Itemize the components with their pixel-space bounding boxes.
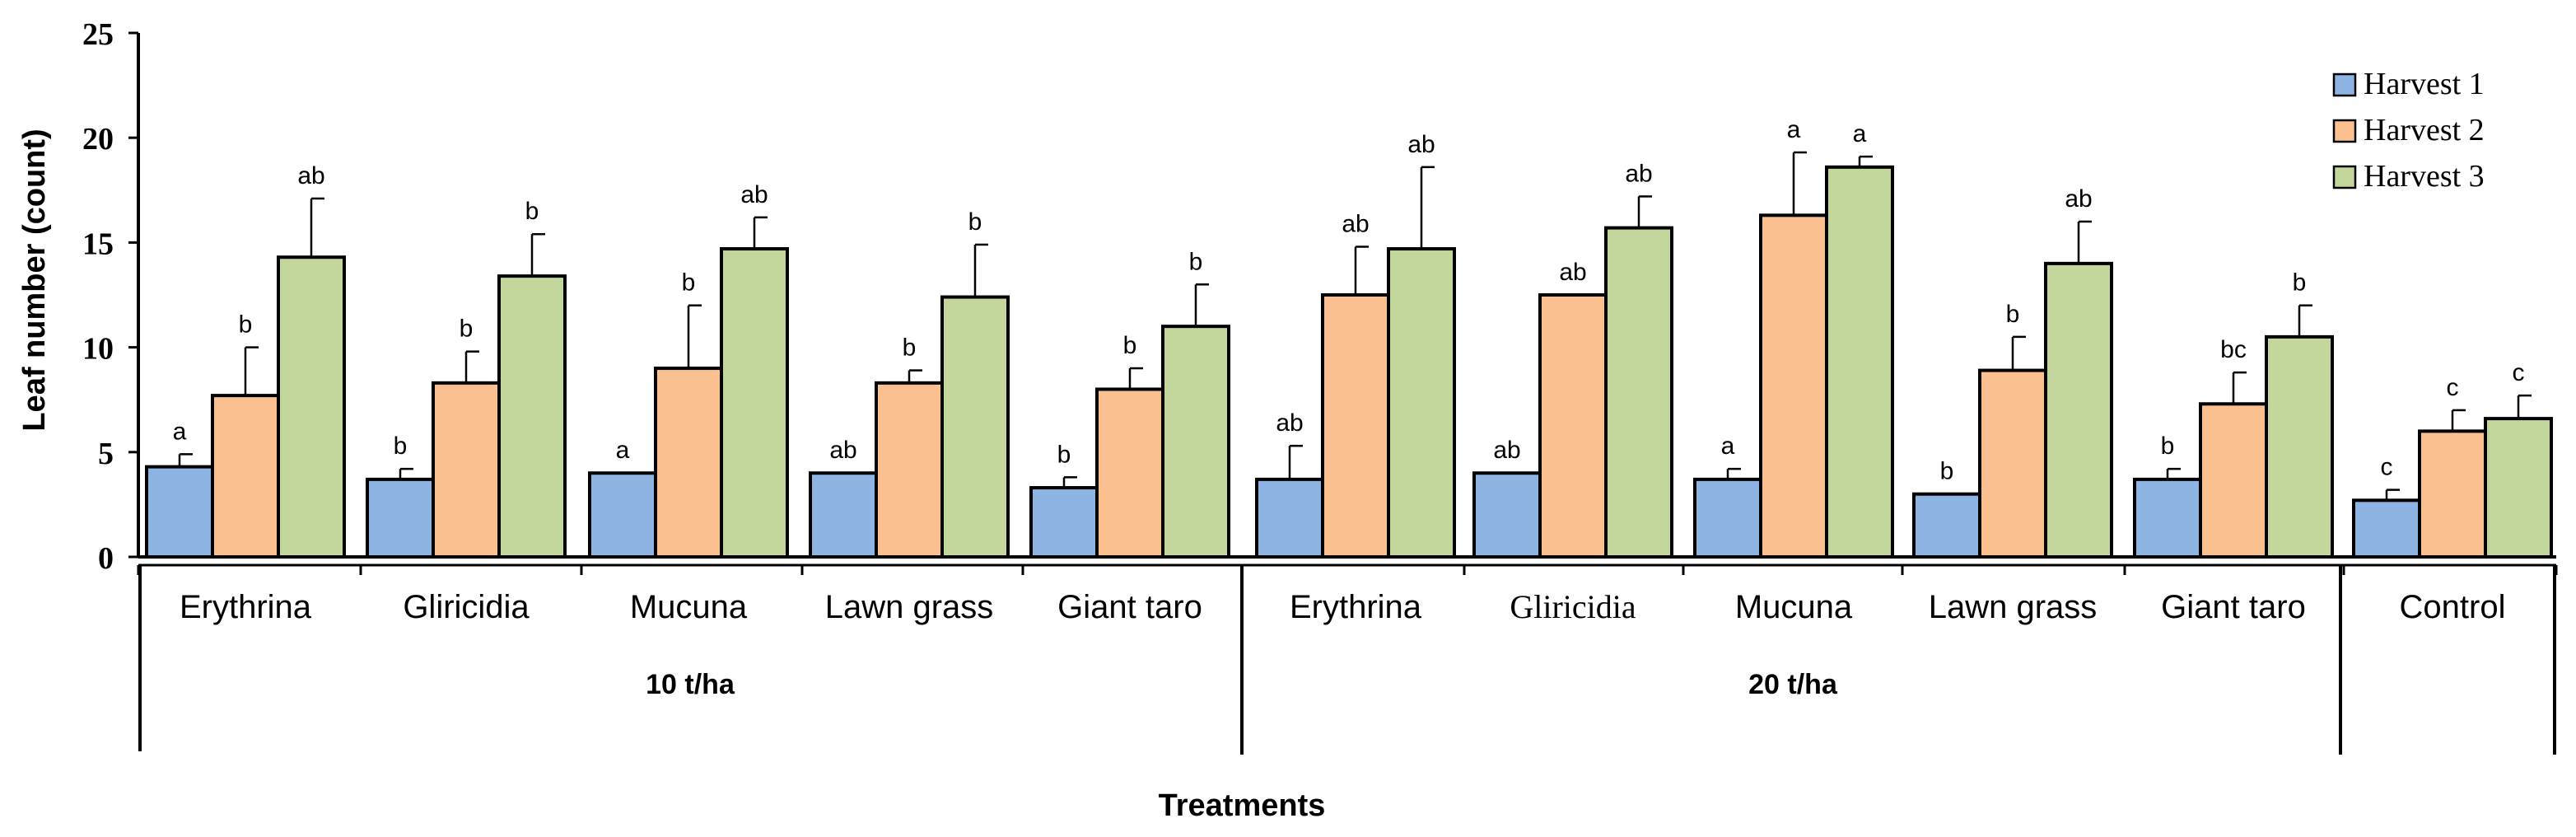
- legend-label: Harvest 1: [2364, 67, 2485, 101]
- bar-harvest-2-cat-6: [1538, 293, 1608, 559]
- bar-harvest-2-cat-5: [1321, 293, 1390, 559]
- bar-harvest-3-cat-8: [2044, 261, 2113, 559]
- significance-letter: ab: [1493, 437, 1520, 464]
- significance-letter: b: [903, 334, 917, 362]
- category-label: Gliricidia: [403, 589, 530, 625]
- bar-harvest-2-cat-9: [2199, 402, 2268, 559]
- bar-harvest-3-cat-6: [1604, 226, 1673, 559]
- group-label: 10 t/ha: [646, 669, 735, 700]
- significance-letter: b: [2161, 433, 2175, 460]
- significance-letter: b: [1123, 332, 1137, 359]
- legend-label: Harvest 3: [2364, 159, 2485, 194]
- bar-harvest-3-cat-4: [1161, 325, 1230, 559]
- legend: Harvest 1 Harvest 2 Harvest 3: [2332, 67, 2485, 194]
- bar-harvest-3-cat-3: [940, 295, 1010, 559]
- y-tick-label: 20: [82, 122, 114, 157]
- significance-letter: b: [2293, 269, 2307, 297]
- error-bars-layer: [178, 151, 2532, 501]
- y-tick-label: 5: [98, 437, 114, 471]
- category-label: Lawn grass: [825, 589, 994, 625]
- significance-letter: a: [616, 437, 630, 464]
- category-label: Giant taro: [1057, 589, 1202, 625]
- significance-letter: a: [1853, 120, 1867, 147]
- category-label: Gliricidia: [1510, 588, 1636, 625]
- bar-harvest-2-cat-2: [654, 367, 723, 559]
- bar-harvest-2-cat-1: [432, 381, 501, 559]
- bars-layer: [145, 165, 2553, 559]
- significance-letter: bc: [2220, 336, 2247, 363]
- significance-letter: b: [968, 208, 982, 236]
- bar-harvest-1-cat-4: [1029, 486, 1099, 559]
- bar-harvest-1-cat-10: [2352, 498, 2421, 559]
- significance-letter: ab: [829, 437, 856, 464]
- significance-letter: ab: [740, 181, 768, 208]
- group-label: 20 t/ha: [1748, 669, 1838, 700]
- bar-harvest-1-cat-3: [809, 471, 878, 559]
- significance-letter: b: [525, 198, 539, 225]
- bar-harvest-2-cat-7: [1759, 213, 1828, 559]
- category-label: Mucuna: [630, 589, 748, 625]
- significance-letter: b: [2006, 301, 2020, 328]
- y-tick-label: 0: [98, 541, 114, 576]
- significance-letter: c: [2513, 359, 2525, 386]
- bar-harvest-2-cat-3: [875, 381, 944, 559]
- legend-swatch: [2332, 119, 2357, 143]
- category-label: Control: [2400, 589, 2506, 625]
- significance-letter: c: [2447, 374, 2459, 401]
- significance-letter: b: [1057, 441, 1071, 468]
- significance-letter: a: [1787, 116, 1801, 143]
- significance-letter: b: [1189, 248, 1203, 275]
- category-label: Mucuna: [1735, 589, 1853, 625]
- significance-letter: b: [460, 316, 474, 343]
- significance-letter: b: [394, 433, 408, 460]
- x-axis-title: Treatments: [1159, 788, 1326, 823]
- significance-letter: ab: [2065, 185, 2092, 213]
- bar-harvest-3-cat-10: [2484, 417, 2553, 559]
- bar-harvest-1-cat-6: [1472, 471, 1542, 559]
- x-axis-categories: Erythrina Gliricidia Mucuna Lawn grass Giant…: [137, 565, 2558, 755]
- significance-letter: ab: [1625, 160, 1652, 187]
- category-label: Erythrina: [1290, 589, 1422, 625]
- significance-letter: c: [2381, 454, 2393, 481]
- bar-harvest-3-cat-1: [497, 274, 567, 559]
- legend-swatch: [2332, 165, 2357, 189]
- bar-harvest-3-cat-0: [277, 255, 346, 559]
- bar-harvest-3-cat-7: [1825, 165, 1894, 559]
- bar-harvest-2-cat-8: [1978, 368, 2047, 559]
- bar-harvest-3-cat-9: [2265, 334, 2334, 559]
- significance-letter: b: [682, 269, 696, 297]
- bar-harvest-2-cat-4: [1095, 387, 1164, 559]
- significance-letter: ab: [1407, 131, 1435, 158]
- significance-letter: ab: [1276, 409, 1303, 437]
- bar-harvest-2-cat-10: [2418, 429, 2487, 559]
- bar-harvest-1-cat-1: [366, 477, 435, 559]
- bar-harvest-1-cat-7: [1693, 477, 1762, 559]
- bar-harvest-1-cat-9: [2133, 477, 2202, 559]
- y-axis-title: Leaf number (count): [17, 129, 52, 431]
- bar-harvest-3-cat-5: [1387, 247, 1456, 559]
- y-tick-label: 15: [82, 227, 114, 261]
- significance-letter: a: [173, 418, 187, 445]
- category-label: Giant taro: [2161, 589, 2306, 625]
- category-label: Lawn grass: [1929, 589, 2098, 625]
- significance-letter: b: [239, 311, 253, 339]
- bar-harvest-2-cat-0: [211, 394, 280, 559]
- bar-harvest-1-cat-0: [145, 465, 214, 559]
- significance-letter: ab: [1342, 210, 1369, 237]
- bar-harvest-1-cat-2: [588, 471, 657, 559]
- significance-letter: ab: [297, 162, 324, 189]
- significance-letter: ab: [1559, 259, 1586, 286]
- significance-letter: a: [1721, 433, 1735, 460]
- significance-letter: b: [1940, 458, 1954, 485]
- bar-harvest-1-cat-8: [1912, 492, 1981, 559]
- y-tick-label: 10: [82, 332, 114, 367]
- y-tick-label: 25: [82, 17, 114, 52]
- legend-swatch: [2332, 72, 2357, 97]
- category-label: Erythrina: [180, 589, 312, 625]
- bar-harvest-1-cat-5: [1255, 477, 1324, 559]
- bar-harvest-3-cat-2: [720, 247, 789, 559]
- legend-label: Harvest 2: [2364, 113, 2485, 147]
